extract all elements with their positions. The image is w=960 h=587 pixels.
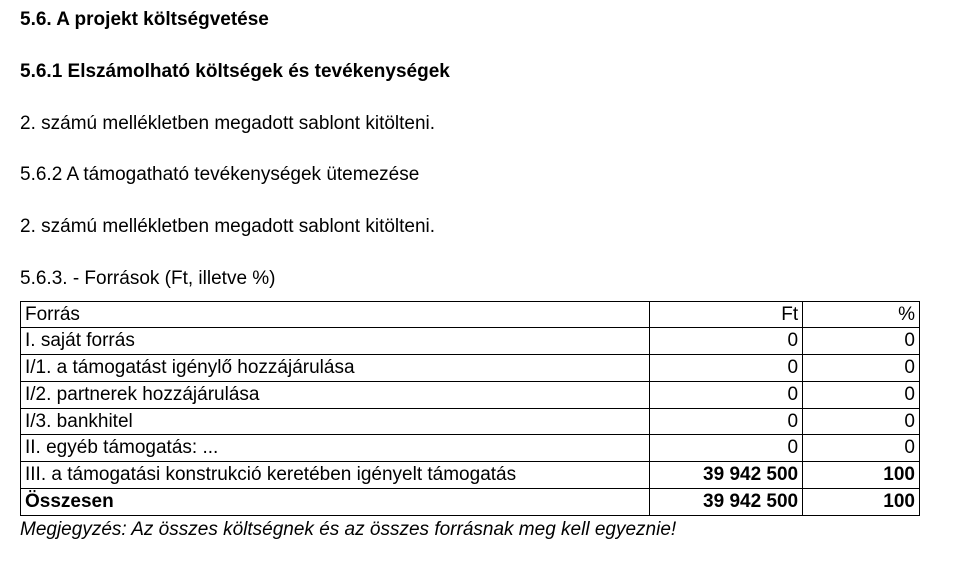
cell-ft: 0 [650,408,803,435]
paragraph-template-note-2: 2. számú mellékletben megadott sablont k… [20,215,920,239]
document-page: 5.6. A projekt költségvetése 5.6.1 Elszá… [0,0,960,541]
cell-pct: 0 [803,435,920,462]
cell-ft: 0 [650,381,803,408]
cell-label: I. saját forrás [21,328,650,355]
table-row: II. egyéb támogatás: ... 0 0 [21,435,920,462]
cell-ft: 0 [650,328,803,355]
total-ft: 39 942 500 [650,488,803,515]
cell-pct: 0 [803,381,920,408]
cell-pct: 0 [803,355,920,382]
heading-5-6-2: 5.6.2 A támogatható tevékenységek ütemez… [20,163,920,187]
cell-label: II. egyéb támogatás: ... [21,435,650,462]
total-pct: 100 [803,488,920,515]
table-row: III. a támogatási konstrukció keretében … [21,462,920,489]
table-row: I. saját forrás 0 0 [21,328,920,355]
paragraph-template-note-1: 2. számú mellékletben megadott sablont k… [20,112,920,136]
table-header-row: Forrás Ft % [21,301,920,328]
cell-label: I/1. a támogatást igénylő hozzájárulása [21,355,650,382]
heading-5-6: 5.6. A projekt költségvetése [20,8,920,32]
cell-pct: 0 [803,408,920,435]
cell-pct: 0 [803,328,920,355]
footnote: Megjegyzés: Az összes költségnek és az ö… [20,518,920,542]
heading-5-6-1: 5.6.1 Elszámolható költségek és tevékeny… [20,60,920,84]
table-row: I/1. a támogatást igénylő hozzájárulása … [21,355,920,382]
heading-5-6-3: 5.6.3. - Források (Ft, illetve %) [20,267,920,291]
header-ft: Ft [650,301,803,328]
cell-label: I/2. partnerek hozzájárulása [21,381,650,408]
cell-label: I/3. bankhitel [21,408,650,435]
cell-label: III. a támogatási konstrukció keretében … [21,462,650,489]
sources-table: Forrás Ft % I. saját forrás 0 0 I/1. a t… [20,301,920,516]
cell-ft: 0 [650,355,803,382]
header-label: Forrás [21,301,650,328]
cell-ft: 39 942 500 [650,462,803,489]
cell-pct: 100 [803,462,920,489]
table-row: I/2. partnerek hozzájárulása 0 0 [21,381,920,408]
table-total-row: Összesen 39 942 500 100 [21,488,920,515]
header-pct: % [803,301,920,328]
total-label: Összesen [21,488,650,515]
cell-ft: 0 [650,435,803,462]
table-row: I/3. bankhitel 0 0 [21,408,920,435]
